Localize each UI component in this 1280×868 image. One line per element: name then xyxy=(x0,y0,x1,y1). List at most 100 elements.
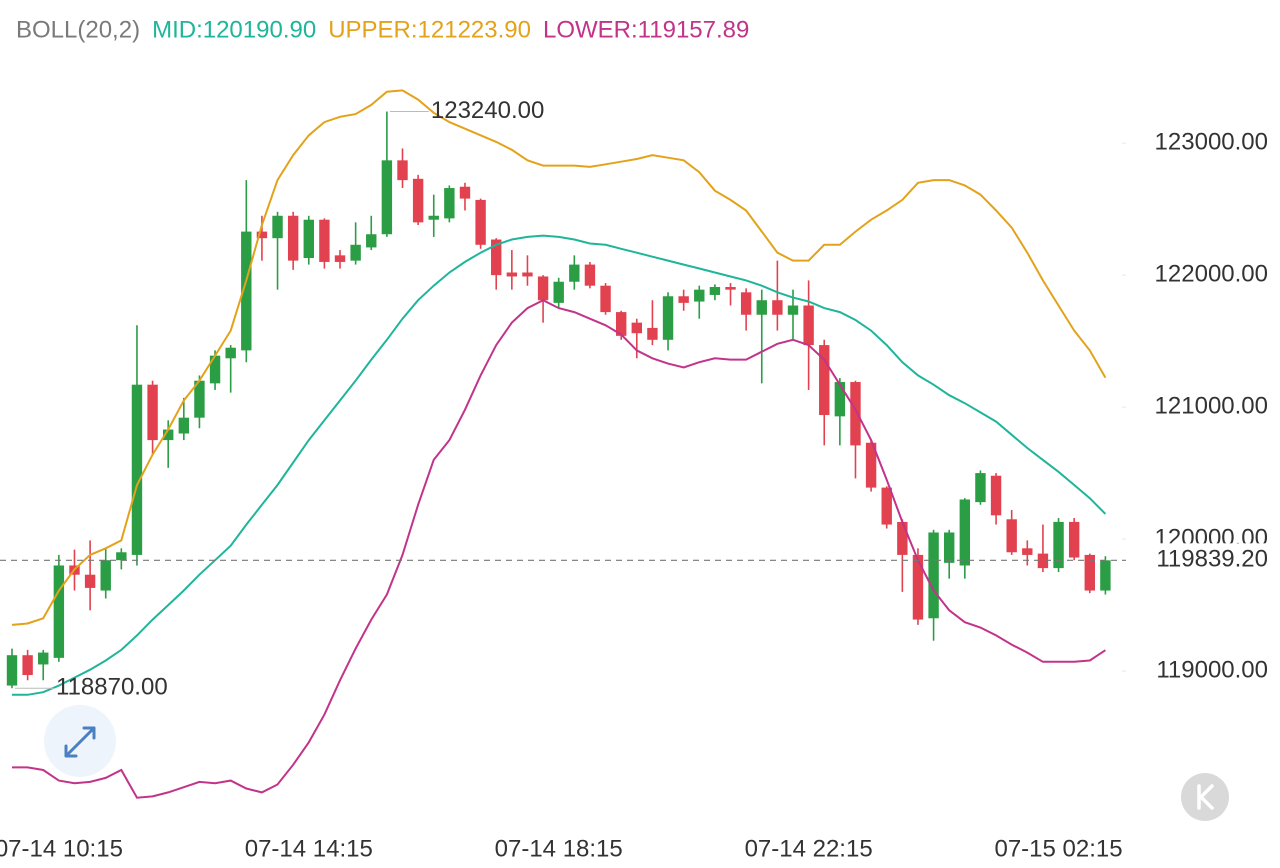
candle-body xyxy=(1037,553,1049,569)
indicator-title: BOLL(20,2) xyxy=(16,16,140,43)
candle-body xyxy=(584,264,596,286)
candle-body xyxy=(1022,548,1033,555)
candle-body xyxy=(194,380,205,418)
candle-body xyxy=(631,322,642,334)
candle-body xyxy=(178,417,190,434)
candle-body xyxy=(147,384,158,441)
candle-body xyxy=(928,532,939,619)
band-line xyxy=(12,234,1107,696)
candle-body xyxy=(600,285,611,313)
legend-entry: UPPER:121223.90 xyxy=(328,16,531,43)
candle-body xyxy=(1053,521,1064,569)
x-tick-label: 07-15 02:15 xyxy=(994,835,1122,862)
candle-body xyxy=(772,300,783,315)
candle-body xyxy=(522,272,533,277)
annotation-label: 118870.00 xyxy=(56,674,168,701)
candle-body xyxy=(459,186,471,199)
candle-body xyxy=(397,160,408,181)
candle-body xyxy=(319,219,330,262)
kline-icon[interactable] xyxy=(1197,784,1214,810)
candle-body xyxy=(381,160,393,235)
expand-icon[interactable] xyxy=(64,726,96,758)
candle-body xyxy=(694,289,705,302)
candle-body xyxy=(303,219,314,258)
candle-body xyxy=(537,276,549,301)
y-tick-label: 122000.00 xyxy=(1155,260,1268,287)
candle-body xyxy=(897,521,908,555)
candle-body xyxy=(506,272,518,277)
x-tick-label: 07-14 10:15 xyxy=(0,835,123,862)
candle-body xyxy=(803,305,814,346)
candle-body xyxy=(287,215,299,261)
plot-area: 119000.00120000.00121000.00122000.001230… xyxy=(0,89,1268,862)
candle-body xyxy=(38,652,49,665)
candle-body xyxy=(787,305,799,315)
candle-body xyxy=(881,487,892,525)
candle-body xyxy=(662,296,674,340)
candle-body xyxy=(256,231,268,239)
candle-body xyxy=(491,239,502,276)
candle-body xyxy=(756,300,767,315)
candle-body xyxy=(366,234,377,248)
candle-body xyxy=(428,215,439,220)
candle-body xyxy=(834,382,846,417)
candle-body xyxy=(819,345,830,416)
candle-body xyxy=(475,199,486,245)
legend-entry: LOWER:119157.89 xyxy=(543,16,749,43)
candle-body xyxy=(412,178,424,223)
candle-body xyxy=(350,244,361,261)
candle-body xyxy=(975,473,986,503)
expand-button[interactable] xyxy=(44,705,116,777)
candle-body xyxy=(163,429,174,441)
x-tick-label: 07-14 18:15 xyxy=(495,835,623,862)
candle-body xyxy=(1068,521,1080,558)
candle-body xyxy=(272,215,283,239)
kline-button-bg[interactable] xyxy=(1181,773,1229,821)
candle-body xyxy=(959,499,971,566)
candle-body xyxy=(84,574,96,588)
candle-body xyxy=(990,475,1002,516)
candle-body xyxy=(1006,519,1017,553)
x-tick-label: 07-14 14:15 xyxy=(245,835,373,862)
y-tick-label: 121000.00 xyxy=(1155,392,1268,419)
legend-entry: MID:120190.90 xyxy=(152,16,316,43)
last-price-label: 119839.20 xyxy=(1156,546,1268,573)
candle-body xyxy=(22,655,33,676)
candle-body xyxy=(241,231,252,351)
annotation-label: 123240.00 xyxy=(431,97,544,124)
legend: BOLL(20,2) MID:120190.90 UPPER:121223.90 L… xyxy=(16,16,749,43)
last-price-bg xyxy=(1128,543,1278,578)
y-tick-label: 119000.00 xyxy=(1156,656,1268,683)
candle-body xyxy=(334,255,346,262)
candle-body xyxy=(131,384,143,555)
candle-body xyxy=(209,355,221,384)
candle-body xyxy=(116,552,127,561)
candle-body xyxy=(225,347,236,359)
candle-body xyxy=(725,287,736,290)
candle-body xyxy=(53,565,65,658)
candle-body xyxy=(444,188,455,219)
candle-body xyxy=(615,312,627,336)
candle-body xyxy=(912,554,924,620)
candle-body xyxy=(678,296,689,303)
candle-body xyxy=(647,327,658,340)
candle-body xyxy=(850,382,861,446)
candle-body xyxy=(709,287,721,295)
overlay: 123240.00 118870.00 119839.20 xyxy=(0,97,1278,701)
candle-body xyxy=(865,442,877,488)
candle-body xyxy=(100,560,111,591)
candle-body xyxy=(740,292,752,315)
candle-body xyxy=(944,532,955,563)
x-tick-label: 07-14 22:15 xyxy=(745,835,873,862)
candle-body xyxy=(1084,554,1095,591)
band-line xyxy=(12,299,1106,799)
candle-body xyxy=(1100,560,1111,591)
candle-body xyxy=(569,264,580,282)
candle-body xyxy=(553,281,564,303)
candle-body xyxy=(6,655,18,686)
kline-button[interactable] xyxy=(1181,773,1229,821)
band-line xyxy=(11,89,1107,626)
y-tick-label: 123000.00 xyxy=(1155,129,1268,156)
